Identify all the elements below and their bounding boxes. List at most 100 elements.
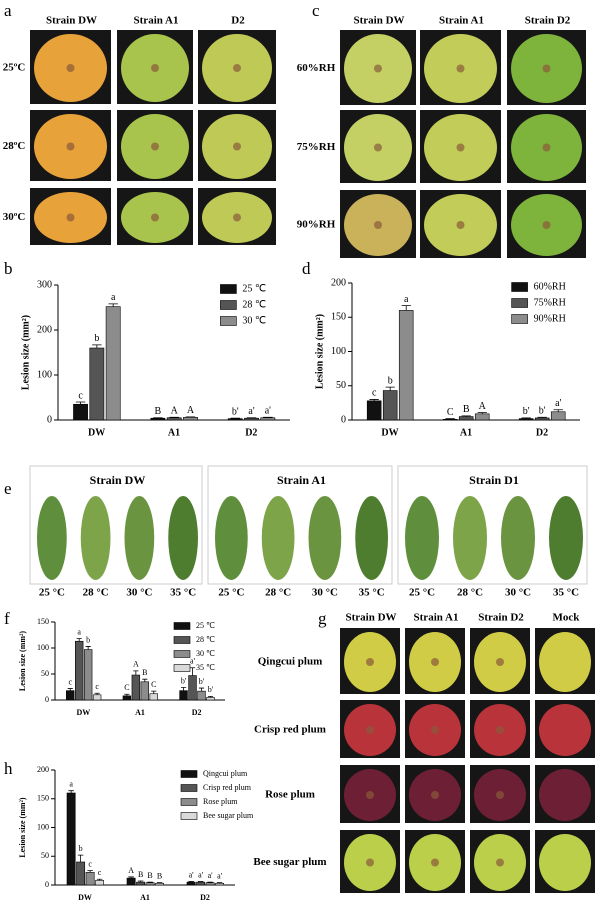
error-bar xyxy=(151,690,157,694)
error-bar xyxy=(445,418,455,420)
x-tick-label: DW xyxy=(76,708,90,717)
y-tick-label: 100 xyxy=(37,369,52,380)
bar xyxy=(227,418,243,421)
legend-label: 30 ℃ xyxy=(196,649,215,658)
bar xyxy=(205,882,215,886)
legend-label: Qingcui plum xyxy=(203,769,248,778)
column-header: Strain D2 xyxy=(478,612,524,624)
temperature-label: 30 °C xyxy=(505,587,531,599)
bar xyxy=(183,416,198,421)
temperature-label: 30 °C xyxy=(126,587,152,599)
bar xyxy=(260,417,276,421)
lesion xyxy=(496,726,504,734)
panel-letter: g xyxy=(318,609,327,628)
y-tick-label: 0 xyxy=(45,695,49,704)
lesion xyxy=(366,791,374,799)
y-tick-label: 100 xyxy=(37,643,49,652)
panel-letter: h xyxy=(4,759,13,778)
error-bar xyxy=(461,415,471,417)
row-label: 90%RH xyxy=(297,219,336,231)
row-label: Rose plum xyxy=(265,789,315,801)
legend-label: 25 ℃ xyxy=(242,283,266,294)
error-bar xyxy=(147,881,153,883)
lesion xyxy=(496,658,504,666)
error-bar xyxy=(216,882,223,884)
error-bar xyxy=(180,687,187,691)
y-tick-label: 150 xyxy=(37,617,49,626)
lesion xyxy=(66,213,75,222)
y-tick-label: 0 xyxy=(45,880,49,889)
legend-label: 25 ℃ xyxy=(196,621,215,630)
panel-letter: c xyxy=(312,1,320,20)
significance-letter: B xyxy=(155,406,162,417)
x-tick-label: A1 xyxy=(140,893,150,902)
bar xyxy=(382,390,398,421)
significance-letter: a' xyxy=(189,870,195,879)
error-bar xyxy=(401,305,411,311)
legend-swatch xyxy=(173,636,191,644)
error-bar xyxy=(521,417,531,419)
leaf xyxy=(215,496,248,580)
y-tick-label: 50 xyxy=(41,851,49,860)
legend-swatch xyxy=(511,314,528,324)
legend-label: Bee sugar plum xyxy=(203,811,254,820)
bar xyxy=(89,347,105,421)
temperature-label: 30 °C xyxy=(312,587,338,599)
bar xyxy=(215,882,225,886)
error-bar xyxy=(137,880,144,883)
error-bar xyxy=(77,854,84,862)
legend-label: Crisp red plum xyxy=(203,783,252,792)
error-bar xyxy=(207,695,214,698)
x-tick-label: D2 xyxy=(200,893,210,902)
bar xyxy=(74,640,84,701)
error-bar xyxy=(85,646,91,650)
lesion xyxy=(431,858,439,867)
lesion xyxy=(374,143,382,152)
significance-letter: a' xyxy=(555,398,561,409)
temperature-label: 28 °C xyxy=(83,587,109,599)
bar xyxy=(76,861,86,886)
group-title: Strain DW xyxy=(90,473,146,487)
y-tick-label: 0 xyxy=(341,414,346,425)
error-bar xyxy=(189,667,196,676)
row-label: 25ºC xyxy=(3,62,26,74)
error-bar xyxy=(76,638,82,642)
bar xyxy=(196,881,206,886)
legend-swatch xyxy=(511,298,528,308)
temperature-label: 25 °C xyxy=(39,587,65,599)
legend-label: 60%RH xyxy=(534,281,566,292)
lesion xyxy=(456,143,465,152)
bar xyxy=(66,792,76,886)
significance-letter: c xyxy=(95,682,99,691)
x-tick-label: A1 xyxy=(135,708,145,717)
column-header: Strain DW xyxy=(345,612,396,624)
error-bar xyxy=(108,303,118,307)
lesion xyxy=(496,791,504,799)
y-tick-label: 200 xyxy=(37,765,49,774)
leaf xyxy=(124,496,155,580)
leaf xyxy=(308,496,342,580)
group-title: Strain A1 xyxy=(277,473,326,487)
error-bar xyxy=(369,399,379,401)
legend-swatch xyxy=(173,650,191,658)
legend-label: 35 ℃ xyxy=(196,663,215,672)
column-header: Strain DW xyxy=(46,15,97,27)
legend-swatch xyxy=(180,812,198,820)
bar xyxy=(126,877,136,886)
lesion xyxy=(374,64,382,73)
significance-letter: B xyxy=(157,872,162,881)
significance-letter: a' xyxy=(198,870,204,879)
significance-letter: C xyxy=(447,407,454,418)
bar xyxy=(550,411,566,421)
bar xyxy=(186,881,196,886)
column-header: D2 xyxy=(231,15,245,27)
leaf xyxy=(261,496,295,580)
significance-letter: C xyxy=(124,683,129,692)
fruit xyxy=(539,769,591,821)
y-tick-label: 200 xyxy=(331,277,346,288)
bar xyxy=(95,880,105,886)
y-tick-label: 0 xyxy=(47,414,52,425)
significance-letter: b' xyxy=(199,677,205,686)
bar xyxy=(136,881,146,886)
